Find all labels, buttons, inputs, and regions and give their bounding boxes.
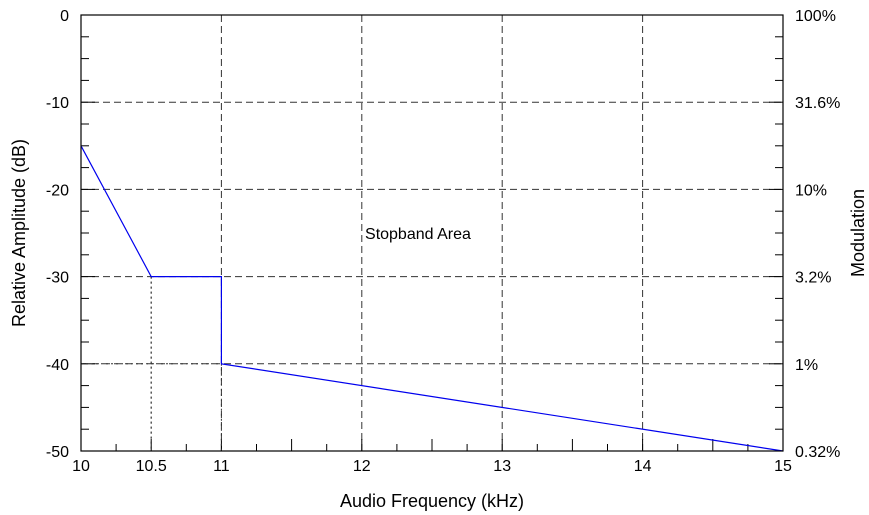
y-tick-label: -20 bbox=[46, 182, 69, 199]
y-tick-label: 0 bbox=[60, 8, 69, 25]
x-tick-label: 10 bbox=[72, 458, 90, 475]
tick-labels: 10 10.5 11 12 13 14 15 0 -10 -20 -30 -40 -50 100% 31.6… bbox=[46, 8, 841, 475]
y2-tick-label: 3.2% bbox=[795, 270, 831, 287]
x-tick-label: 11 bbox=[213, 458, 230, 475]
y-tick-label: -40 bbox=[46, 357, 69, 374]
x-tick-label: 10.5 bbox=[136, 458, 167, 475]
reference-lines bbox=[81, 276, 222, 451]
x-axis-title: Audio Frequency (kHz) bbox=[340, 491, 524, 511]
plot-frame bbox=[80, 14, 784, 452]
y-tick-label: -50 bbox=[46, 444, 69, 461]
y2-tick-label: 10% bbox=[795, 182, 827, 199]
y2-axis-title: Modulation bbox=[848, 189, 868, 277]
y2-tick-label: 31.6% bbox=[795, 95, 840, 112]
y2-tick-label: 1% bbox=[795, 357, 818, 374]
y-axis-title: Relative Amplitude (dB) bbox=[9, 139, 29, 327]
x-tick-label: 15 bbox=[774, 458, 792, 475]
x-tick-label: 13 bbox=[493, 458, 511, 475]
y2-tick-label: 100% bbox=[795, 8, 836, 25]
stopband-annotation: Stopband Area bbox=[365, 226, 471, 243]
series-layer bbox=[80, 145, 784, 452]
y-tick-label: -30 bbox=[46, 270, 69, 287]
minor-ticks bbox=[80, 14, 784, 452]
y-tick-label: -10 bbox=[46, 95, 69, 112]
x-tick-label: 14 bbox=[634, 458, 652, 475]
series-line-0 bbox=[80, 145, 784, 452]
y2-tick-label: 0.32% bbox=[795, 444, 840, 461]
x-tick-label: 12 bbox=[353, 458, 371, 475]
